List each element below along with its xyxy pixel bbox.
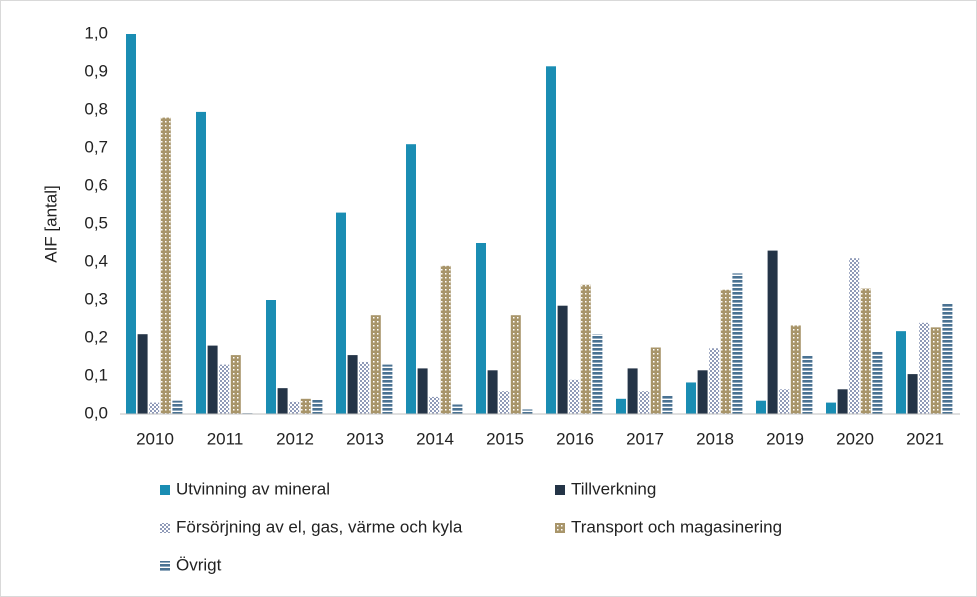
y-tick-label: 0,0 <box>84 403 108 422</box>
bar <box>510 315 521 414</box>
bar <box>336 212 346 414</box>
bar <box>837 389 848 414</box>
bar <box>196 111 206 415</box>
bar <box>406 144 416 414</box>
bar <box>266 300 276 414</box>
legend-swatch <box>160 485 170 495</box>
bar <box>137 334 148 414</box>
bar <box>580 284 591 414</box>
legend-label: Övrigt <box>176 555 222 574</box>
x-tick-label: 2012 <box>276 429 314 448</box>
bar <box>942 303 953 414</box>
x-tick-label: 2016 <box>556 429 594 448</box>
bar <box>557 305 568 414</box>
y-tick-label: 0,8 <box>84 99 108 118</box>
legend-swatch <box>555 485 565 495</box>
bar <box>149 402 160 414</box>
bar <box>639 391 650 414</box>
y-axis-label: AIF [antal] <box>41 185 60 262</box>
legend-label: Utvinning av mineral <box>176 479 330 498</box>
bar <box>172 400 183 414</box>
legend-label: Försörjning av el, gas, värme och kyla <box>176 517 463 536</box>
bar <box>429 396 440 414</box>
bar <box>732 273 743 414</box>
bar <box>522 409 533 414</box>
x-tick-label: 2020 <box>836 429 874 448</box>
bar <box>476 243 486 414</box>
bar <box>382 364 393 414</box>
bar <box>219 364 230 414</box>
bar <box>616 398 626 414</box>
bar <box>860 288 871 414</box>
y-tick-label: 0,2 <box>84 327 108 346</box>
bar <box>790 325 801 414</box>
bar <box>230 355 241 414</box>
x-tick-label: 2011 <box>207 429 244 448</box>
bar <box>849 258 860 414</box>
bar <box>767 250 778 414</box>
bar <box>872 351 883 414</box>
legend-label: Transport och magasinering <box>571 517 782 536</box>
y-tick-label: 0,4 <box>84 251 108 270</box>
y-tick-label: 0,6 <box>84 175 108 194</box>
bar <box>487 370 498 414</box>
x-tick-label: 2019 <box>766 429 804 448</box>
bar <box>919 322 930 414</box>
x-tick-label: 2018 <box>696 429 734 448</box>
bar <box>627 368 638 414</box>
legend-swatch <box>160 561 170 571</box>
bar <box>370 315 381 414</box>
bar <box>697 370 708 414</box>
bar <box>650 347 661 414</box>
bar <box>802 355 813 414</box>
x-tick-label: 2010 <box>136 429 174 448</box>
bar <box>826 402 836 414</box>
bar <box>546 66 556 415</box>
bar <box>347 355 358 414</box>
bar <box>662 395 673 414</box>
bar <box>896 331 906 414</box>
bar <box>417 368 428 414</box>
y-tick-label: 1,0 <box>84 23 108 42</box>
y-tick-label: 0,5 <box>84 213 108 232</box>
bar <box>207 345 218 414</box>
bar <box>907 374 918 414</box>
bar <box>300 398 311 414</box>
bar <box>756 400 766 414</box>
y-tick-label: 0,9 <box>84 61 108 80</box>
bar <box>126 34 136 414</box>
y-tick-label: 0,7 <box>84 137 108 156</box>
bar <box>720 289 731 414</box>
y-tick-label: 0,1 <box>84 365 108 384</box>
bar <box>359 361 370 414</box>
bar <box>160 117 171 414</box>
bar <box>686 382 696 414</box>
x-tick-label: 2014 <box>416 429 454 448</box>
legend-label: Tillverkning <box>571 479 656 498</box>
x-tick-label: 2015 <box>486 429 524 448</box>
bar <box>499 391 510 414</box>
bar <box>779 389 790 414</box>
bar <box>277 388 288 414</box>
x-tick-label: 2013 <box>346 429 384 448</box>
x-tick-label: 2021 <box>906 429 944 448</box>
x-tick-label: 2017 <box>626 429 664 448</box>
legend-swatch <box>555 523 565 533</box>
bar <box>930 327 941 414</box>
bar <box>569 379 580 414</box>
bar <box>312 399 323 414</box>
bar <box>709 348 720 414</box>
bar <box>452 404 463 414</box>
bar <box>440 265 451 414</box>
legend-swatch <box>160 523 170 533</box>
bar <box>592 334 603 414</box>
y-tick-label: 0,3 <box>84 289 108 308</box>
bar <box>289 401 300 414</box>
